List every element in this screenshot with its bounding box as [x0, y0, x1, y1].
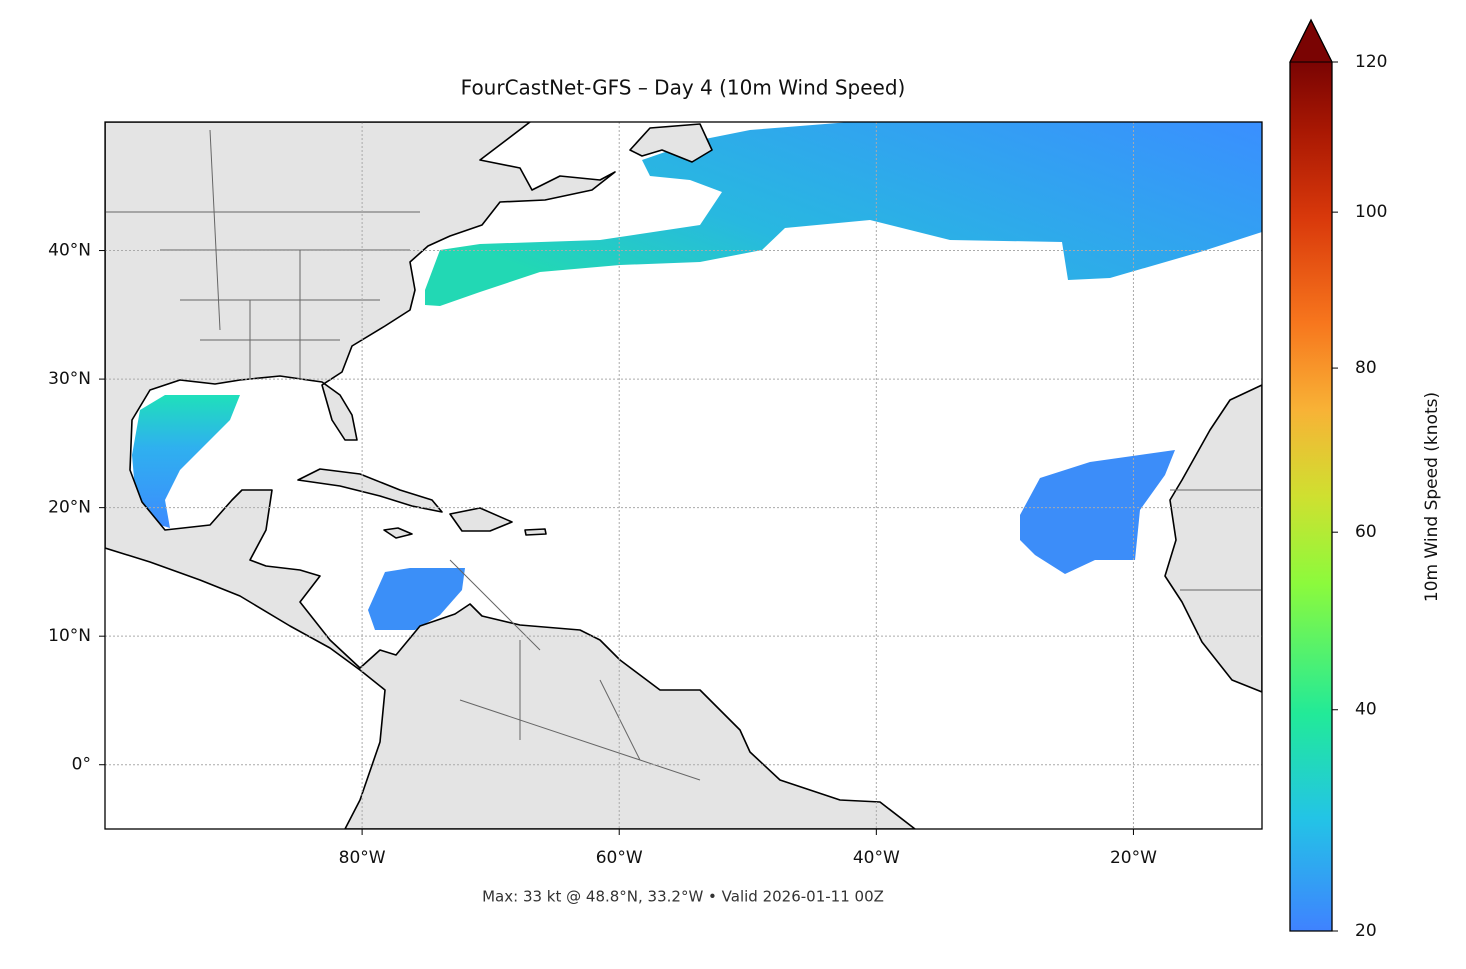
colorbar — [1290, 62, 1332, 931]
grid — [105, 122, 1262, 829]
x-tick-label: 60°W — [596, 848, 643, 868]
colorbar-tick-label: 80 — [1355, 358, 1377, 378]
y-tick-label: 10°N — [48, 626, 91, 646]
land — [629, 123, 713, 163]
y-tick-label: 20°N — [48, 498, 91, 518]
land — [105, 122, 916, 829]
colorbar-tick-label: 60 — [1355, 522, 1377, 542]
land — [1164, 384, 1262, 693]
x-tick-label: 20°W — [1110, 848, 1157, 868]
colorbar-extend-max — [1289, 18, 1333, 63]
land — [383, 527, 413, 539]
colorbar-extend — [1289, 18, 1333, 63]
y-tick-label: 0° — [72, 755, 91, 775]
land — [449, 507, 513, 532]
y-tick-label: 30°N — [48, 369, 91, 389]
colorbar-tick-label: 20 — [1355, 921, 1377, 941]
x-tick-label: 80°W — [339, 848, 386, 868]
colorbar-outline — [1289, 18, 1333, 932]
colorbar-label: 10m Wind Speed (knots) — [1422, 392, 1442, 602]
footer-annotation: Max: 33 kt @ 48.8°N, 33.2°W • Valid 2026… — [482, 888, 884, 906]
wind-field — [1020, 450, 1175, 574]
land — [297, 468, 443, 513]
land — [524, 528, 547, 536]
chart-title: FourCastNet-GFS – Day 4 (10m Wind Speed) — [461, 76, 906, 100]
wind-field — [425, 122, 1262, 306]
map — [105, 122, 1262, 829]
wind-field — [132, 395, 240, 528]
colorbar-tick-label: 120 — [1355, 52, 1387, 72]
y-tick-label: 40°N — [48, 241, 91, 261]
colorbar-tick-label: 40 — [1355, 700, 1377, 720]
plot-frame — [104, 121, 1263, 830]
colorbar-tick-label: 100 — [1355, 202, 1387, 222]
x-tick-label: 40°W — [853, 848, 900, 868]
border — [105, 129, 1262, 781]
wind-field — [368, 568, 465, 630]
